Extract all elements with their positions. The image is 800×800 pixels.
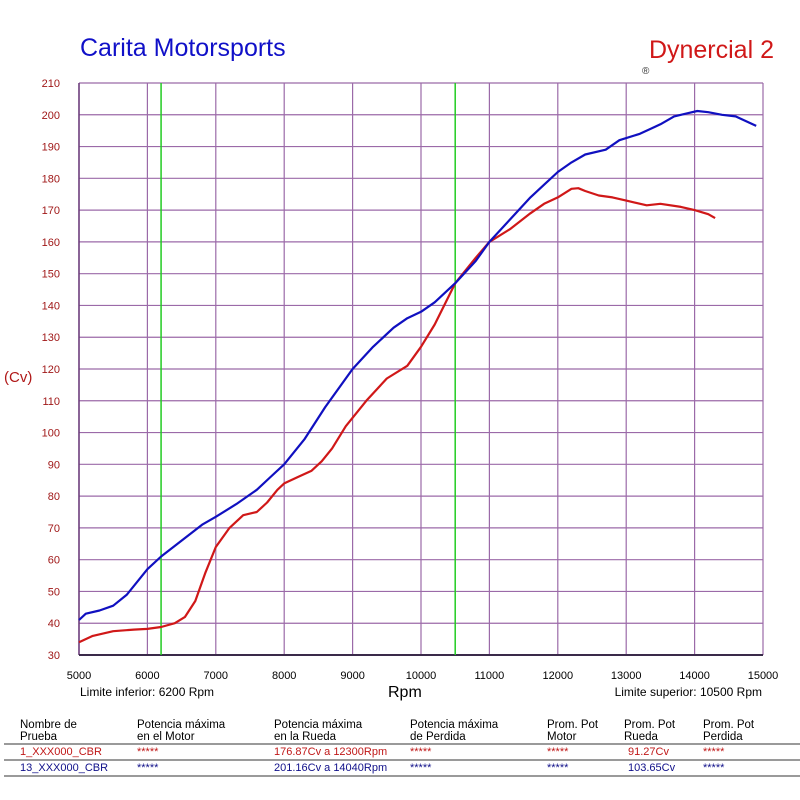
y-tick-label: 170 bbox=[42, 205, 60, 217]
x-tick-label: 15000 bbox=[748, 670, 779, 682]
table-cell: ***** bbox=[703, 746, 725, 758]
y-tick-label: 140 bbox=[42, 300, 60, 312]
table-cell: 13_XXX000_CBR bbox=[20, 762, 109, 774]
table-cell: ***** bbox=[547, 746, 569, 758]
table-cell: ***** bbox=[703, 762, 725, 774]
brand-name: Dynercial 2 bbox=[648, 36, 774, 64]
column-header: en el Motor bbox=[137, 731, 195, 743]
x-tick-label: 12000 bbox=[543, 670, 574, 682]
y-tick-label: 210 bbox=[42, 78, 60, 90]
x-tick-label: 14000 bbox=[679, 670, 710, 682]
y-axis-label: (Cv) bbox=[4, 369, 33, 386]
column-header: Prom. Pot bbox=[703, 719, 755, 731]
x-tick-label: 11000 bbox=[475, 670, 505, 682]
table-cell: 176.87Cv a 12300Rpm bbox=[274, 746, 388, 758]
column-header: Prueba bbox=[20, 731, 58, 743]
y-tick-label: 60 bbox=[48, 555, 60, 567]
x-tick-label: 10000 bbox=[406, 670, 437, 682]
x-tick-label: 5000 bbox=[67, 670, 91, 682]
x-tick-label: 8000 bbox=[272, 670, 296, 682]
column-header: de Perdida bbox=[410, 731, 466, 743]
x-axis-label: Rpm bbox=[388, 684, 422, 701]
table-cell: ***** bbox=[137, 762, 159, 774]
x-tick-label: 7000 bbox=[204, 670, 228, 682]
app-title: Carita Motorsports bbox=[80, 34, 286, 62]
column-header: Rueda bbox=[624, 731, 658, 743]
column-header: Prom. Pot bbox=[624, 719, 676, 731]
table-cell: 91.27Cv bbox=[628, 746, 669, 758]
table-cell: ***** bbox=[410, 746, 432, 758]
x-tick-label: 13000 bbox=[611, 670, 642, 682]
y-tick-label: 120 bbox=[42, 364, 60, 376]
y-tick-label: 90 bbox=[48, 459, 60, 471]
table-cell: ***** bbox=[137, 746, 159, 758]
x-tick-label: 9000 bbox=[340, 670, 364, 682]
x-tick-label: 6000 bbox=[135, 670, 159, 682]
lower-limit-label: Limite inferior: 6200 Rpm bbox=[80, 685, 215, 699]
y-tick-label: 100 bbox=[42, 428, 60, 440]
y-tick-label: 150 bbox=[42, 269, 60, 281]
y-tick-label: 40 bbox=[48, 618, 60, 630]
table-divider bbox=[4, 743, 800, 745]
column-header: Potencia máxima bbox=[137, 719, 226, 731]
series-line-1 bbox=[78, 187, 716, 644]
y-tick-label: 50 bbox=[48, 586, 60, 598]
table-cell: 1_XXX000_CBR bbox=[20, 746, 102, 758]
registered-mark: ® bbox=[642, 66, 650, 77]
column-header: Perdida bbox=[703, 731, 743, 743]
table-cell: 103.65Cv bbox=[628, 762, 676, 774]
table-cell: ***** bbox=[410, 762, 432, 774]
series-line-2 bbox=[78, 109, 757, 621]
column-header: Prom. Pot bbox=[547, 719, 599, 731]
y-tick-label: 30 bbox=[48, 650, 60, 662]
table-divider bbox=[4, 759, 800, 761]
y-tick-label: 130 bbox=[42, 332, 60, 344]
y-tick-label: 190 bbox=[42, 142, 60, 154]
table-divider bbox=[4, 775, 800, 777]
y-tick-label: 160 bbox=[42, 237, 60, 249]
y-tick-label: 200 bbox=[42, 110, 60, 122]
y-tick-label: 70 bbox=[48, 523, 60, 535]
table-cell: ***** bbox=[547, 762, 569, 774]
y-tick-label: 80 bbox=[48, 491, 60, 503]
table-cell: 201.16Cv a 14040Rpm bbox=[274, 762, 388, 774]
column-header: en la Rueda bbox=[274, 731, 337, 743]
y-tick-label: 110 bbox=[42, 396, 60, 408]
y-tick-label: 180 bbox=[42, 173, 60, 185]
column-header: Potencia máxima bbox=[410, 719, 499, 731]
column-header: Motor bbox=[547, 731, 577, 743]
column-header: Potencia máxima bbox=[274, 719, 363, 731]
column-header: Nombre de bbox=[20, 719, 77, 731]
power-chart: 30 40 50 60 70 80 90 100 110 120 130 140 150 160 170 18… bbox=[42, 78, 779, 682]
upper-limit-label: Limite superior: 10500 Rpm bbox=[614, 685, 762, 699]
